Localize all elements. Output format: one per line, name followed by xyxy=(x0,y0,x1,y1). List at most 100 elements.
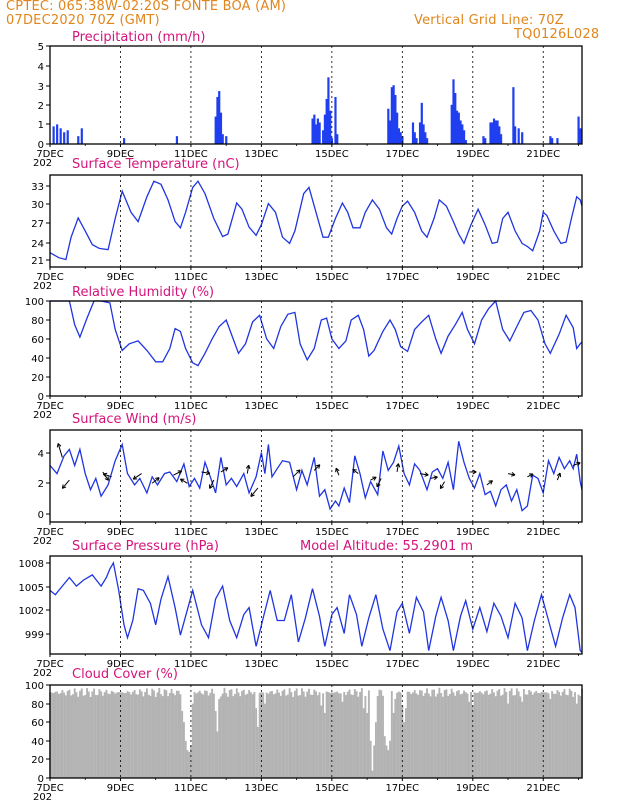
cloud-column xyxy=(382,695,384,778)
wind-arrow xyxy=(292,469,301,478)
precip-bar xyxy=(394,95,397,144)
precip-bar xyxy=(327,77,330,144)
precip-bar xyxy=(318,122,321,144)
cloud-column xyxy=(292,696,295,778)
cloud-column xyxy=(56,691,59,778)
cloud-column xyxy=(322,693,325,778)
cloud-column xyxy=(91,691,94,778)
cloud-column xyxy=(301,688,303,778)
precip-y-tick-label: 2 xyxy=(38,101,44,112)
cloud-column xyxy=(304,696,307,778)
cloud-column xyxy=(487,694,490,778)
cloud-column xyxy=(251,694,254,778)
cloud-column xyxy=(100,691,103,778)
cloud-column xyxy=(249,692,252,778)
cloud-x-tick-label: 7DEC xyxy=(36,783,63,794)
cloud-column xyxy=(114,693,117,778)
rh-x-tick-label: 13DEC xyxy=(245,401,279,412)
cloud-column xyxy=(577,694,580,778)
rh-title: Relative Humidity (%) xyxy=(72,285,214,300)
cloud-column xyxy=(484,691,487,778)
precip-bar xyxy=(455,110,459,144)
cloud-y-tick-label: 60 xyxy=(31,718,44,729)
precip-bar xyxy=(175,136,179,144)
cloud-column xyxy=(82,695,85,778)
precip-bar xyxy=(424,132,427,144)
cloud-column xyxy=(73,688,76,778)
temp-series-line xyxy=(49,180,583,261)
cloud-column xyxy=(431,689,434,778)
cloud-column xyxy=(419,690,421,778)
cloud-column xyxy=(77,696,80,778)
cloud-column xyxy=(352,694,354,778)
cloud-column xyxy=(440,693,443,778)
wind-x-tick-label: 21DEC xyxy=(526,527,560,538)
cloud-column xyxy=(482,694,485,778)
cloud-column xyxy=(489,693,492,778)
cloud-column xyxy=(561,691,564,778)
cloud-column xyxy=(202,694,205,778)
cloud-column xyxy=(218,698,221,778)
pressure-x-tick-label: 17DEC xyxy=(385,659,419,670)
wind-arrow xyxy=(430,476,438,479)
cloud-column xyxy=(248,690,251,778)
temp-x-tick-label: 19DEC xyxy=(456,272,490,283)
temp-y-tick-label: 24 xyxy=(31,239,44,250)
cloud-column xyxy=(279,695,282,778)
pressure-x-tick-label: 9DEC xyxy=(107,659,134,670)
wind-title: Surface Wind (m/s) xyxy=(72,412,196,427)
precip-x-tick-label: 15DEC xyxy=(315,149,349,160)
wind-arrow-head xyxy=(439,484,445,490)
rh-x-tick-label: 11DEC xyxy=(174,401,208,412)
cloud-column xyxy=(239,696,242,778)
cloud-column xyxy=(420,690,423,778)
cloud-column xyxy=(84,695,87,778)
wind-arrow-head xyxy=(315,464,321,469)
cloud-column xyxy=(323,712,326,778)
cloud-column xyxy=(528,690,531,778)
cloud-column xyxy=(551,691,554,778)
wind-y-tick-label: 0 xyxy=(38,510,44,521)
precip-x-tick-label: 11DEC xyxy=(174,149,208,160)
cloud-column xyxy=(293,690,296,778)
cloud-column xyxy=(397,691,400,778)
cloud-column xyxy=(160,694,162,778)
wind-arrow xyxy=(370,476,377,481)
cloud-column xyxy=(345,695,347,778)
cloud-column xyxy=(554,693,557,778)
precip-x-tick-label: 9DEC xyxy=(107,149,134,160)
precip-bar xyxy=(579,128,582,144)
cloud-column xyxy=(135,694,138,778)
cloud-column xyxy=(426,688,428,778)
precip-y-tick-label: 1 xyxy=(38,120,44,131)
wind-arrow-head xyxy=(104,476,109,481)
cloud-column xyxy=(177,690,180,778)
wind-arrow xyxy=(439,481,446,489)
precip-title: Precipitation (mm/h) xyxy=(72,30,205,45)
cloud-y-tick-label: 20 xyxy=(31,755,44,766)
cloud-column xyxy=(494,696,497,778)
cloud-column xyxy=(478,691,481,778)
cloud-column xyxy=(454,695,457,778)
temp-x-tick-label: 21DEC xyxy=(526,272,560,283)
precip-bar xyxy=(425,138,429,144)
cloud-column xyxy=(211,688,214,778)
precip-bar xyxy=(461,124,464,144)
wind-arrow-head xyxy=(205,470,211,476)
cloud-column xyxy=(107,693,110,778)
precip-bar xyxy=(521,132,524,144)
cloud-column xyxy=(429,696,432,778)
wind-arrow-head xyxy=(250,492,255,497)
temp-x-tick-label: 7DEC xyxy=(36,272,63,283)
pressure-x-tick-label: 15DEC xyxy=(315,659,349,670)
rh-series-line xyxy=(50,299,583,367)
cloud-column xyxy=(227,696,229,778)
wind-arrow xyxy=(313,464,321,471)
rh-y-tick-label: 0 xyxy=(38,392,44,403)
cloud-column xyxy=(522,689,525,778)
cloud-column xyxy=(374,722,377,778)
cloud-column xyxy=(568,688,571,778)
cloud-column xyxy=(174,695,177,778)
precip-bar xyxy=(316,118,319,144)
wind-arrow-head xyxy=(102,472,108,478)
